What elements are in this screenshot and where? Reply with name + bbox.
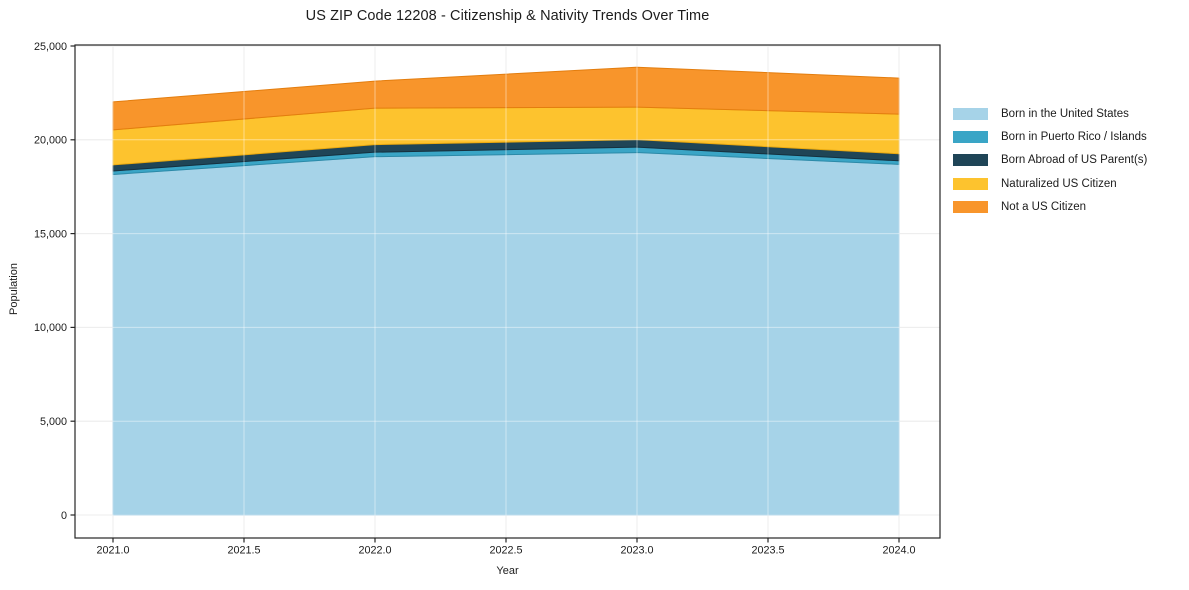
- x-tick-label: 2023.5: [751, 545, 784, 557]
- legend-label: Born in Puerto Rico / Islands: [1001, 130, 1147, 143]
- legend-item-4: Not a US Citizen: [953, 195, 1147, 218]
- area-series-4: [112, 66, 900, 131]
- legend-item-0: Born in the United States: [953, 102, 1147, 125]
- legend-swatch: [953, 177, 988, 190]
- x-tick-label: 2023.0: [620, 545, 653, 557]
- y-tick-label: 20,000: [34, 135, 67, 147]
- legend-swatch: [953, 130, 988, 143]
- legend-item-1: Born in Puerto Rico / Islands: [953, 125, 1147, 148]
- x-tick-label: 2022.5: [489, 545, 522, 557]
- plot-border: [74, 44, 941, 539]
- x-tick-label: 2022.0: [358, 545, 391, 557]
- y-tick-label: 5,000: [40, 416, 67, 428]
- legend-label: Born Abroad of US Parent(s): [1001, 154, 1148, 167]
- chart-title: US ZIP Code 12208 - Citizenship & Nativi…: [305, 8, 710, 24]
- legend: Born in the United States Born in Puerto …: [953, 102, 1147, 218]
- legend-item-2: Born Abroad of US Parent(s): [953, 149, 1147, 172]
- y-tick-label: 0: [61, 510, 67, 522]
- legend-swatch: [953, 200, 988, 213]
- legend-label: Not a US Citizen: [1001, 200, 1087, 213]
- x-tick-label: 2021.0: [96, 545, 129, 557]
- legend-swatch: [953, 154, 988, 167]
- y-tick-label: 15,000: [34, 228, 67, 240]
- x-tick-label: 2024.0: [882, 545, 915, 557]
- legend-item-3: Naturalized US Citizen: [953, 172, 1147, 195]
- legend-label: Naturalized US Citizen: [1001, 177, 1117, 190]
- y-tick-label: 25,000: [34, 41, 67, 53]
- x-axis-label: Year: [496, 565, 519, 577]
- legend-label: Born in the United States: [1001, 107, 1129, 120]
- y-axis-label: Population: [8, 263, 20, 315]
- y-tick-label: 10,000: [34, 322, 67, 334]
- legend-swatch: [953, 107, 988, 120]
- x-tick-label: 2021.5: [227, 545, 260, 557]
